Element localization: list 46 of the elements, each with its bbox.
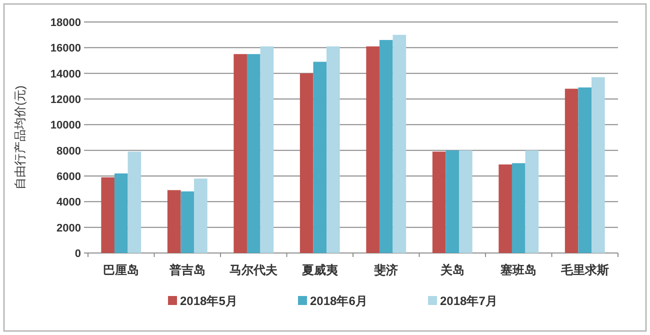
y-tick-label: 2000 — [56, 222, 81, 234]
bar — [392, 34, 406, 253]
bar — [498, 164, 512, 253]
legend-label: 2018年6月 — [310, 294, 368, 308]
bar — [167, 190, 181, 253]
y-tick-label: 6000 — [56, 171, 81, 183]
y-tick-label: 10000 — [50, 120, 81, 132]
bar — [459, 150, 472, 253]
bar — [366, 46, 380, 253]
bar — [564, 88, 578, 253]
x-tick-label: 斐济 — [374, 263, 398, 277]
bar — [114, 173, 128, 253]
bar — [246, 54, 260, 253]
bar — [313, 62, 327, 253]
bar — [260, 46, 274, 253]
bar — [592, 77, 605, 253]
bar — [379, 40, 393, 253]
bar — [326, 46, 340, 253]
bar — [101, 177, 114, 253]
bar — [512, 163, 526, 253]
x-tick-label: 毛里求斯 — [560, 263, 609, 277]
bar — [180, 191, 194, 253]
x-tick-label: 塞班岛 — [500, 263, 537, 277]
bar — [128, 152, 142, 253]
bar — [578, 87, 592, 253]
legend-label: 2018年5月 — [180, 294, 238, 308]
bar — [432, 152, 446, 253]
x-tick-label: 夏威夷 — [300, 263, 339, 277]
legend-label: 2018年7月 — [440, 294, 498, 308]
y-tick-label: 18000 — [50, 17, 81, 29]
x-tick-label: 巴厘岛 — [103, 263, 140, 277]
bar — [234, 54, 247, 253]
bar — [525, 150, 539, 253]
y-tick-label: 16000 — [50, 42, 81, 55]
bar — [194, 178, 208, 253]
bar — [446, 150, 460, 253]
y-tick-label: 0 — [74, 248, 81, 260]
x-tick-label: 普吉岛 — [168, 263, 206, 277]
y-tick-label: 8000 — [56, 145, 81, 158]
x-tick-label: 马尔代夫 — [230, 263, 279, 277]
bar — [300, 73, 314, 253]
y-axis-title: 自由行产品均价(元) — [13, 86, 27, 190]
x-tick-label: 关岛 — [439, 263, 464, 277]
y-tick-label: 4000 — [56, 196, 81, 209]
y-tick-label: 12000 — [50, 94, 81, 106]
y-tick-label: 14000 — [50, 68, 81, 80]
